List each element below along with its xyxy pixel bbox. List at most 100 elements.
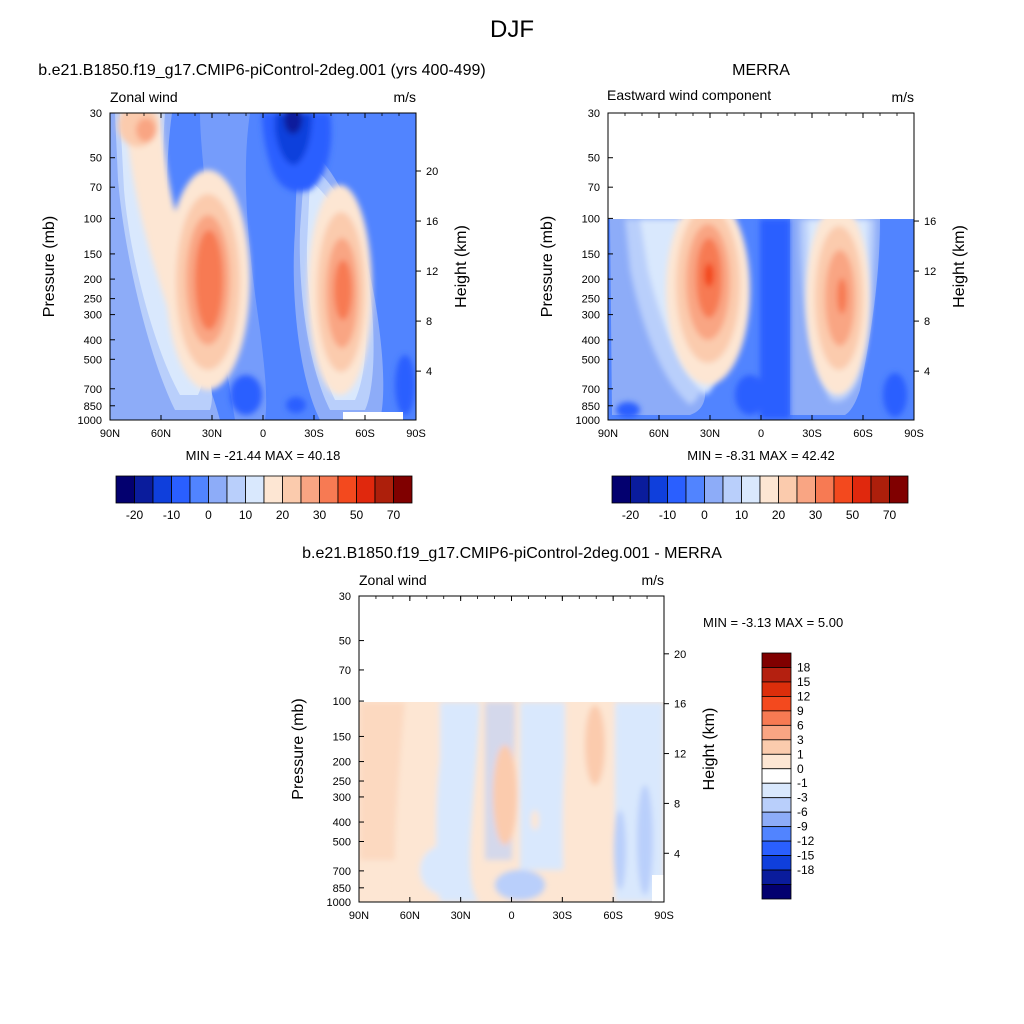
model-lat-tick-label: 0 [260,428,266,440]
model-colorbar-swatch [282,475,302,504]
diff-lat-tick-label: 30N [451,910,471,922]
diff-height-tick-label: 16 [674,699,686,711]
merra-colorbar-swatch [630,475,650,504]
model-y-axis-title: Pressure (mb) [41,216,58,317]
model-colorbar-swatch [189,475,209,504]
model-colorbar-swatch [115,475,135,504]
model-height-tick-label: 12 [426,266,438,278]
merra-colorbar-swatch [796,475,816,504]
merra-pressure-tick-label: 200 [582,274,600,286]
diff-colorbar-label: -9 [797,820,808,834]
diff-colorbar-swatch [761,652,792,668]
model-variable-label: Zonal wind [110,89,178,105]
merra-y2-axis-title: Height (km) [951,225,968,308]
merra-lat-tick-label: 30N [700,428,720,440]
model-colorbar-swatch [319,475,339,504]
model-units-label: m/s [393,89,416,105]
diff-lat-tick-label: 30S [553,910,573,922]
diff-colorbar-label: 9 [797,704,804,718]
merra-pressure-tick-label: 700 [582,384,600,396]
diff-pressure-tick-label: 70 [339,665,351,677]
diff-lat-tick-label: 90N [349,910,369,922]
diff-colorbar-swatch [761,753,792,770]
diff-colorbar-swatch [761,797,792,813]
merra-colorbar-label: 0 [701,508,708,522]
diff-lat-tick-label: 90S [654,910,674,922]
merra-colorbar-swatch [611,475,631,504]
diff-pressure-tick-label: 100 [333,696,351,708]
diff-lat-tick-label: 60N [400,910,420,922]
diff-y2-axis-title: Height (km) [701,708,718,791]
merra-lat-tick-label: 60N [649,428,669,440]
diff-pressure-tick-label: 850 [333,883,351,895]
diff-colorbar-label: 1 [797,747,804,761]
diff-height-tick-label: 12 [674,749,686,761]
merra-pressure-tick-label: 1000 [576,415,600,427]
merra-units-label: m/s [891,89,914,105]
model-lat-tick-label: 60S [355,428,375,440]
diff-height-tick-label: 20 [674,649,686,661]
merra-colorbar-swatch [704,475,724,504]
diff-colorbar-swatch [761,840,792,856]
diff-colorbar-swatch [761,884,792,900]
model-pressure-tick-label: 200 [84,274,102,286]
model-colorbar-swatch [263,475,283,504]
model-colorbar-swatch [337,475,357,504]
model-colorbar-swatch [300,475,320,504]
model-colorbar-swatch [245,475,265,504]
merra-height-tick-label: 12 [924,266,936,278]
merra-height-tick-label: 4 [924,366,930,378]
merra-lat-tick-label: 90S [904,428,924,440]
merra-colorbar-label: 70 [883,508,897,522]
model-pressure-tick-label: 100 [84,213,102,225]
model-height-tick-label: 8 [426,316,432,328]
diff-colorbar-label: 3 [797,733,804,747]
model-pressure-tick-label: 70 [90,182,102,194]
model-colorbar-swatch [356,475,376,504]
model-colorbar-label: 20 [276,508,290,522]
model-colorbar-label: 0 [205,508,212,522]
model-colorbar-label: 50 [350,508,364,522]
merra-y-axis-title: Pressure (mb) [539,216,556,317]
merra-colorbar-swatch [741,475,761,504]
model-colorbar-swatch [171,475,191,504]
merra-height-tick-label: 16 [924,216,936,228]
merra-colorbar-label: 20 [772,508,786,522]
diff-colorbar-swatch [761,855,792,871]
diff-colorbar-label: -3 [797,791,808,805]
diff-colorbar-label: -1 [797,776,808,790]
merra-pressure-tick-label: 850 [582,401,600,413]
merra-colorbar-label: 30 [809,508,823,522]
model-colorbar-swatch [374,475,394,504]
model-lat-tick-label: 90S [406,428,426,440]
diff-colorbar-label: 15 [797,675,811,689]
diff-lat-tick-label: 0 [508,910,514,922]
merra-minmax-stats: MIN = -8.31 MAX = 42.42 [687,448,835,463]
model-lat-tick-label: 30S [304,428,324,440]
page-title: DJF [490,16,534,43]
diff-colorbar-label: -18 [797,863,815,877]
model-pressure-tick-label: 30 [90,108,102,120]
diff-pressure-tick-label: 50 [339,636,351,648]
model-pressure-tick-label: 700 [84,384,102,396]
diff-pressure-tick-label: 500 [333,837,351,849]
diff-y-axis-title: Pressure (mb) [290,698,307,799]
merra-panel-title: MERRA [732,62,790,79]
diff-colorbar-label: 18 [797,660,811,674]
diff-colorbar-swatch [761,826,792,842]
merra-lat-tick-label: 0 [758,428,764,440]
model-height-tick-label: 20 [426,166,438,178]
merra-pressure-tick-label: 300 [582,310,600,322]
model-contour-plot [109,112,417,421]
merra-colorbar-swatch [778,475,798,504]
diff-colorbar-label: -12 [797,834,815,848]
model-colorbar-swatch [393,475,413,504]
merra-colorbar-swatch [889,475,909,504]
merra-pressure-tick-label: 150 [582,249,600,261]
model-colorbar-swatch [226,475,246,504]
diff-pressure-tick-label: 1000 [327,897,351,909]
merra-pressure-tick-label: 500 [582,354,600,366]
merra-pressure-tick-label: 30 [588,108,600,120]
diff-pressure-tick-label: 200 [333,757,351,769]
diff-pressure-tick-label: 30 [339,591,351,603]
